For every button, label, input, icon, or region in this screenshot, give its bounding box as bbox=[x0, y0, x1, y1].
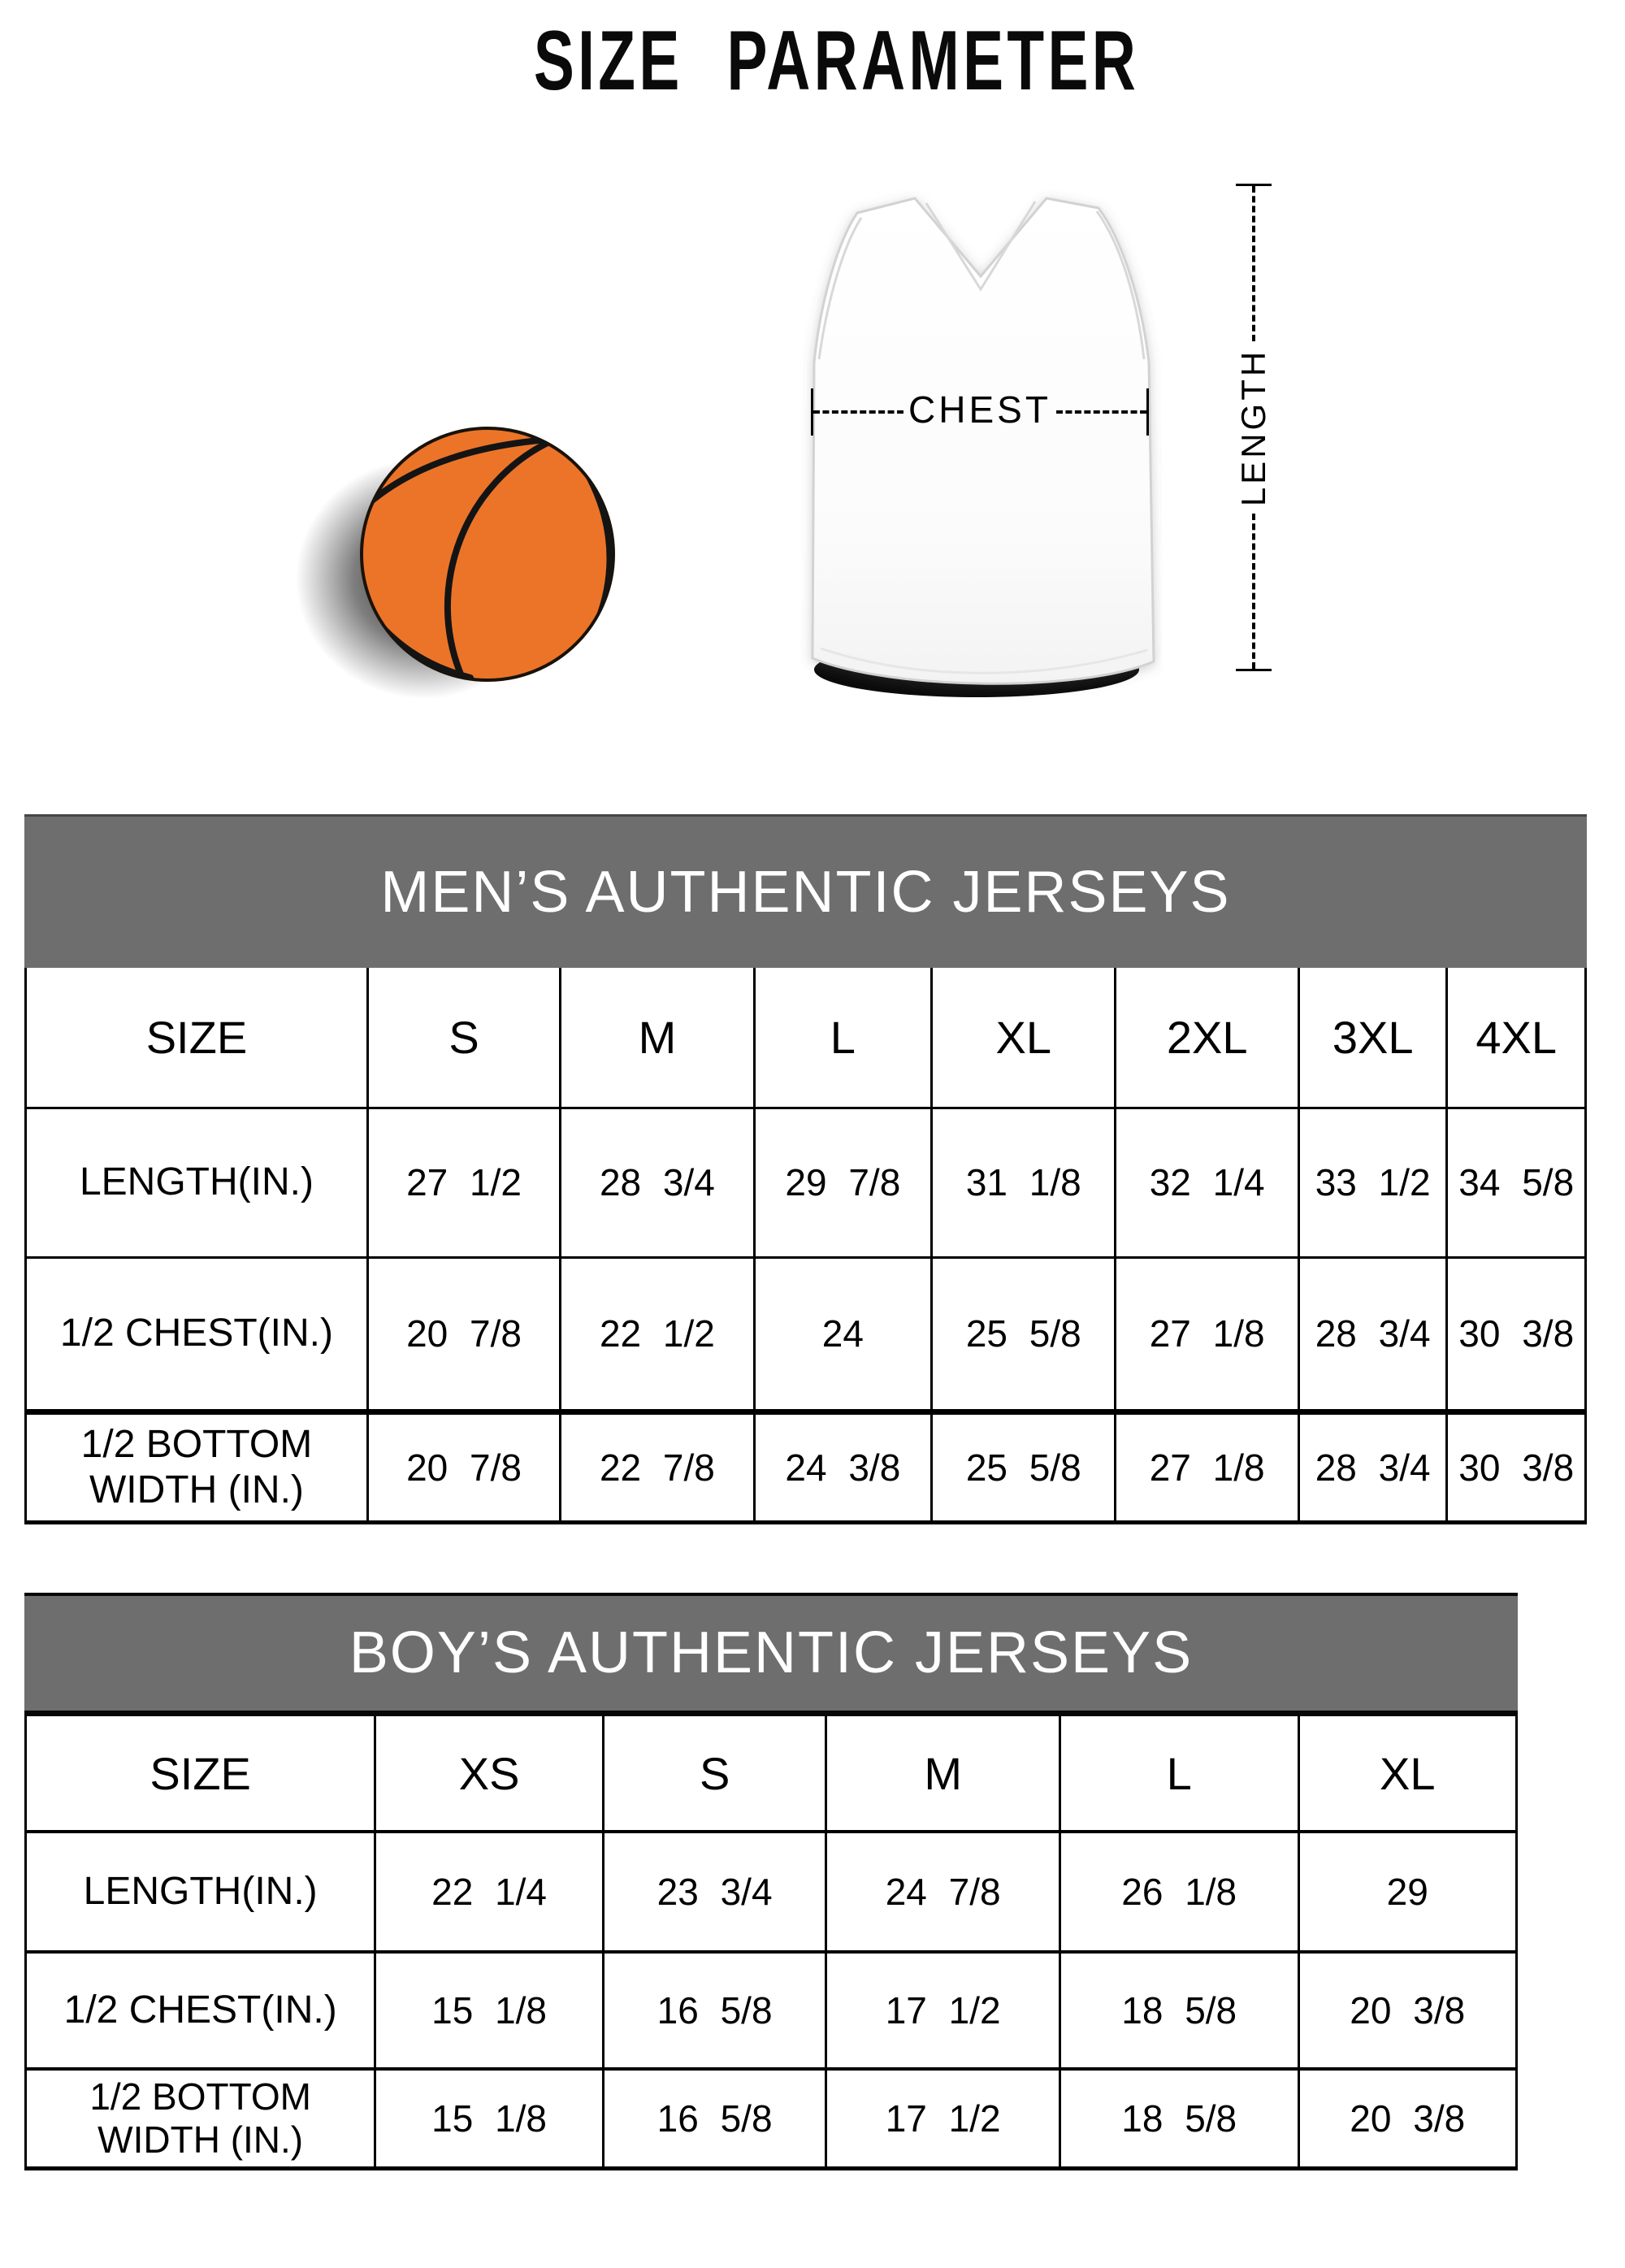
mens-bottom-width-s: 20 7/8 bbox=[366, 1410, 562, 1524]
chest-measure-line: CHEST bbox=[811, 388, 1149, 436]
jersey-body bbox=[811, 197, 1155, 685]
length-dash-top bbox=[1252, 186, 1255, 341]
mens-length-m: 28 3/4 bbox=[559, 1106, 756, 1259]
chest-dash-right bbox=[1055, 410, 1146, 414]
mens-length-label: LENGTH(IN.) bbox=[24, 1106, 369, 1259]
boys-bottom-width-l: 18 5/8 bbox=[1058, 2067, 1300, 2170]
boys-chest-m: 17 1/2 bbox=[825, 1950, 1061, 2071]
boys-length-m: 24 7/8 bbox=[825, 1830, 1061, 1954]
mens-bottom-width-2xl: 27 1/8 bbox=[1114, 1410, 1300, 1524]
boys-header-l: L bbox=[1058, 1716, 1300, 1833]
mens-chest-m: 22 1/2 bbox=[559, 1255, 756, 1415]
boys-length-row: LENGTH(IN.) 22 1/4 23 3/4 24 7/8 26 1/8 … bbox=[24, 1830, 1518, 1954]
boys-header-m: M bbox=[825, 1716, 1061, 1833]
boys-header-size: SIZE bbox=[24, 1716, 377, 1833]
boys-length-s: 23 3/4 bbox=[601, 1830, 828, 1954]
mens-header-l: L bbox=[752, 968, 934, 1109]
length-top-tick bbox=[1236, 184, 1272, 186]
jersey-seams bbox=[817, 201, 1148, 674]
mens-chest-s: 20 7/8 bbox=[366, 1255, 562, 1415]
mens-size-table: SIZE S M L XL 2XL 3XL 4XL LENGTH(IN.) 27… bbox=[24, 968, 1587, 1524]
page-title-text: SIZE PARAMETER bbox=[534, 14, 1140, 108]
mens-chest-l: 24 bbox=[752, 1255, 934, 1415]
boys-length-xs: 22 1/4 bbox=[374, 1830, 604, 1954]
boys-bottom-width-row: 1/2 BOTTOM WIDTH (IN.) 15 1/8 16 5/8 17 … bbox=[24, 2067, 1518, 2170]
boys-length-xl: 29 bbox=[1297, 1830, 1518, 1954]
mens-header-row: SIZE S M L XL 2XL 3XL 4XL bbox=[24, 968, 1587, 1109]
mens-length-s: 27 1/2 bbox=[366, 1106, 562, 1259]
boys-chest-label: 1/2 CHEST(IN.) bbox=[24, 1950, 377, 2071]
length-measure-line: LENGTH bbox=[1234, 184, 1272, 671]
mens-length-2xl: 32 1/4 bbox=[1114, 1106, 1300, 1259]
mens-bottom-width-4xl: 30 3/8 bbox=[1445, 1410, 1587, 1524]
boys-chest-xs: 15 1/8 bbox=[374, 1950, 604, 2071]
jersey-illustration bbox=[811, 197, 1155, 697]
mens-header-2xl: 2XL bbox=[1114, 968, 1300, 1109]
page-title: SIZE PARAMETER bbox=[49, 13, 1625, 110]
boys-header-s: S bbox=[601, 1716, 828, 1833]
boys-length-label: LENGTH(IN.) bbox=[24, 1830, 377, 1954]
basketball-ball bbox=[360, 427, 615, 682]
basketball-illustration bbox=[296, 427, 615, 699]
length-dash-bottom bbox=[1252, 514, 1255, 669]
boys-length-l: 26 1/8 bbox=[1058, 1830, 1300, 1954]
boys-chest-xl: 20 3/8 bbox=[1297, 1950, 1518, 2071]
mens-length-xl: 31 1/8 bbox=[930, 1106, 1117, 1259]
mens-bottom-width-m: 22 7/8 bbox=[559, 1410, 756, 1524]
boys-size-table: SIZE XS S M L XL LENGTH(IN.) 22 1/4 23 3… bbox=[24, 1716, 1518, 2170]
mens-header-m: M bbox=[559, 968, 756, 1109]
boys-chest-row: 1/2 CHEST(IN.) 15 1/8 16 5/8 17 1/2 18 5… bbox=[24, 1950, 1518, 2071]
mens-bottom-width-row: 1/2 BOTTOM WIDTH (IN.) 20 7/8 22 7/8 24 … bbox=[24, 1410, 1587, 1524]
mens-table-title-band: MEN’S AUTHENTIC JERSEYS bbox=[24, 814, 1587, 968]
mens-length-l: 29 7/8 bbox=[752, 1106, 934, 1259]
boys-table-title-band: BOY’S AUTHENTIC JERSEYS bbox=[24, 1593, 1518, 1716]
boys-chest-s: 16 5/8 bbox=[601, 1950, 828, 2071]
boys-bottom-width-xs: 15 1/8 bbox=[374, 2067, 604, 2170]
chest-left-tick bbox=[811, 388, 813, 436]
boys-header-row: SIZE XS S M L XL bbox=[24, 1716, 1518, 1833]
boys-bottom-width-label: 1/2 BOTTOM WIDTH (IN.) bbox=[24, 2067, 377, 2170]
mens-chest-row: 1/2 CHEST(IN.) 20 7/8 22 1/2 24 25 5/8 2… bbox=[24, 1255, 1587, 1415]
length-bottom-tick bbox=[1236, 669, 1272, 671]
chest-dash-left bbox=[813, 410, 904, 414]
chest-label: CHEST bbox=[908, 388, 1051, 431]
mens-header-xl: XL bbox=[930, 968, 1117, 1109]
mens-bottom-width-3xl: 28 3/4 bbox=[1297, 1410, 1449, 1524]
mens-chest-3xl: 28 3/4 bbox=[1297, 1255, 1449, 1415]
mens-chest-label: 1/2 CHEST(IN.) bbox=[24, 1255, 369, 1415]
mens-length-row: LENGTH(IN.) 27 1/2 28 3/4 29 7/8 31 1/8 … bbox=[24, 1106, 1587, 1259]
mens-header-size: SIZE bbox=[24, 968, 369, 1109]
mens-header-4xl: 4XL bbox=[1445, 968, 1587, 1109]
mens-chest-2xl: 27 1/8 bbox=[1114, 1255, 1300, 1415]
mens-bottom-width-l: 24 3/8 bbox=[752, 1410, 934, 1524]
length-label: LENGTH bbox=[1234, 348, 1272, 507]
boys-bottom-width-m: 17 1/2 bbox=[825, 2067, 1061, 2170]
boys-bottom-width-s: 16 5/8 bbox=[601, 2067, 828, 2170]
mens-bottom-width-label: 1/2 BOTTOM WIDTH (IN.) bbox=[24, 1410, 369, 1524]
mens-header-3xl: 3XL bbox=[1297, 968, 1449, 1109]
boys-header-xl: XL bbox=[1297, 1716, 1518, 1833]
mens-chest-4xl: 30 3/8 bbox=[1445, 1255, 1587, 1415]
boys-header-xs: XS bbox=[374, 1716, 604, 1833]
boys-bottom-width-xl: 20 3/8 bbox=[1297, 2067, 1518, 2170]
chest-right-tick bbox=[1146, 388, 1149, 436]
mens-bottom-width-xl: 25 5/8 bbox=[930, 1410, 1117, 1524]
mens-header-s: S bbox=[366, 968, 562, 1109]
mens-length-3xl: 33 1/2 bbox=[1297, 1106, 1449, 1259]
mens-chest-xl: 25 5/8 bbox=[930, 1255, 1117, 1415]
length-label-box: LENGTH bbox=[1234, 341, 1272, 514]
boys-chest-l: 18 5/8 bbox=[1058, 1950, 1300, 2071]
mens-length-4xl: 34 5/8 bbox=[1445, 1106, 1587, 1259]
